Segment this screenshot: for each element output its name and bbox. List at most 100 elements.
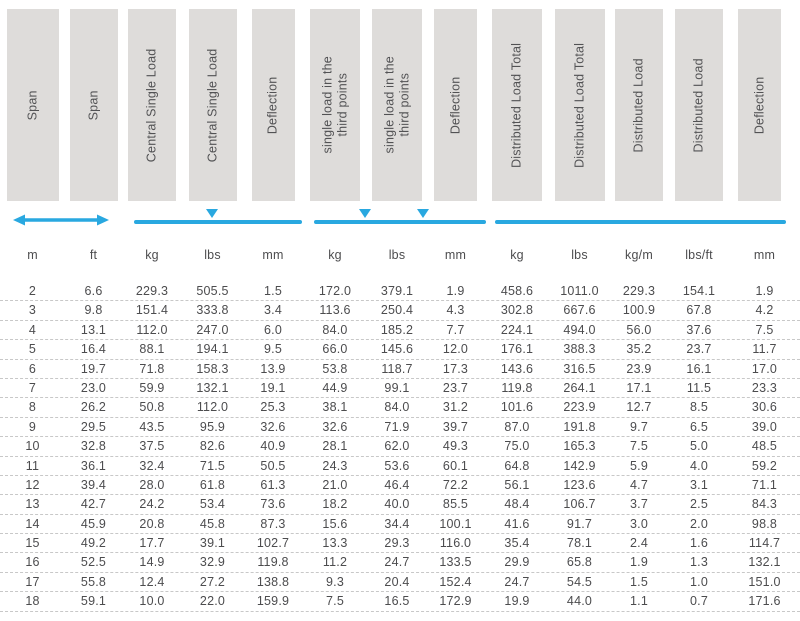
table-cell: 2.0 <box>690 516 708 531</box>
header-cell: Deflection <box>243 9 303 201</box>
table-cell: 19.7 <box>80 361 107 376</box>
table-cell: 106.7 <box>563 497 596 512</box>
table-cell: 24.7 <box>384 555 410 570</box>
table-cell: 116.0 <box>439 536 472 551</box>
header-cell: Deflection <box>427 9 484 201</box>
table-cell: 71.5 <box>199 458 226 473</box>
table-cell: 39.4 <box>80 477 107 492</box>
table-cell: 82.6 <box>199 439 226 454</box>
table-cell: 23.0 <box>80 380 107 395</box>
table-cell: 7.5 <box>755 322 774 337</box>
table-cell: 60.1 <box>442 458 469 473</box>
table-cell: 113.6 <box>319 303 351 318</box>
header-box: Span <box>69 9 118 201</box>
table-cell: 59.9 <box>139 380 165 395</box>
table-cell: 23.7 <box>686 342 712 357</box>
table-row: 8 26.2 50.8 112.0 25.3 38.1 84.0 31.2 101.6 223.9… <box>0 398 800 418</box>
table-cell: 250.4 <box>380 303 414 318</box>
table-cell: 39.1 <box>199 536 226 551</box>
table-cell: 56.0 <box>626 322 652 337</box>
header-box: single load in the third points <box>372 9 422 201</box>
table-cell: 159.9 <box>256 594 290 609</box>
header-box: single load in the third points <box>310 9 360 201</box>
table-cell: 78.1 <box>566 536 593 551</box>
table-cell: 224.1 <box>500 322 534 337</box>
table-cell: 34.4 <box>384 516 410 531</box>
header-box: Deflection <box>434 9 477 201</box>
table-cell: 17.0 <box>751 361 778 376</box>
table-cell: 43.5 <box>139 419 165 434</box>
table-row: 13 42.7 24.2 53.4 73.6 18.2 40.0 85.5 48.4 106.7 3… <box>0 495 800 515</box>
column-header-label: Central Single Load <box>205 48 220 162</box>
table-cell: 3 <box>28 303 37 318</box>
table-cell: 12.4 <box>139 574 165 589</box>
table-cell: 6.6 <box>84 284 103 298</box>
table-cell: 59.2 <box>751 458 778 473</box>
table-cell: 11 <box>25 458 40 473</box>
table-cell: 229.3 <box>135 284 169 298</box>
table-cell: 16 <box>25 555 40 570</box>
table-row: 6 19.7 71.8 158.3 13.9 53.8 118.7 17.3 143.6 316.… <box>0 360 800 379</box>
table-cell: 172.9 <box>439 594 472 609</box>
header-box: Distributed Load <box>675 9 723 201</box>
table-cell: 24.2 <box>139 497 165 512</box>
column-header-label: Deflection <box>752 76 767 134</box>
table-row: 11 36.1 32.4 71.5 50.5 24.3 53.6 60.1 64.8 142.9 5… <box>0 457 800 476</box>
header-cell: Central Single Load <box>122 9 182 201</box>
table-cell: 84.3 <box>751 497 778 512</box>
table-cell: 52.5 <box>80 555 107 570</box>
units-row: m ft kg lbs mm kg lbs mm kg lbs kg/m lbs/ft mm <box>0 245 800 265</box>
table-cell: 28.0 <box>139 477 165 492</box>
table-cell: 112.0 <box>196 400 229 415</box>
table-cell: 41.6 <box>504 516 530 531</box>
table-cell: 505.5 <box>196 284 229 298</box>
table-cell: 10.0 <box>139 594 165 609</box>
table-cell: 143.6 <box>500 361 534 376</box>
table-cell: 152.4 <box>439 574 472 589</box>
table-cell: 114.7 <box>748 536 781 551</box>
table-cell: 102.7 <box>256 536 290 551</box>
table-cell: 31.2 <box>442 400 469 415</box>
unit-label: mm <box>262 248 284 262</box>
table-cell: 142.9 <box>563 458 596 473</box>
table-cell: 23.3 <box>751 380 778 395</box>
table-cell: 333.8 <box>196 303 229 318</box>
unit-label: kg/m <box>625 248 653 262</box>
table-cell: 99.1 <box>384 380 410 395</box>
table-row: 17 55.8 12.4 27.2 138.8 9.3 20.4 152.4 24.7 54.5 1… <box>0 573 800 593</box>
header-cell: Span <box>65 9 122 201</box>
table-cell: 100.1 <box>439 516 472 531</box>
table-cell: 12 <box>25 477 40 492</box>
table-cell: 32.9 <box>199 555 226 570</box>
unit-label: lbs <box>388 248 406 262</box>
table-cell: 2.4 <box>630 536 648 551</box>
table-cell: 388.3 <box>563 342 596 357</box>
header-cell: Distributed Load Total <box>550 9 609 201</box>
header-cell: single load in the third points <box>367 9 427 201</box>
table-cell: 133.5 <box>439 555 472 570</box>
table-row: 7 23.0 59.9 132.1 19.1 44.9 99.1 23.7 119.8 264.1… <box>0 379 800 399</box>
table-cell: 2.5 <box>690 497 708 512</box>
table-cell: 22.0 <box>199 594 226 609</box>
table-row: 9 29.5 43.5 95.9 32.6 32.6 71.9 39.7 87.0 191.8 9.… <box>0 418 800 438</box>
table-cell: 667.6 <box>563 303 596 318</box>
table-cell: 39.0 <box>751 419 778 434</box>
table-cell: 95.9 <box>199 419 226 434</box>
table-cell: 46.4 <box>384 477 410 492</box>
table-cell: 50.5 <box>260 458 286 473</box>
table-cell: 1011.0 <box>560 284 599 298</box>
header-box: Span <box>6 9 59 201</box>
table-cell: 1.1 <box>630 594 648 609</box>
table-row: 18 59.1 10.0 22.0 159.9 7.5 16.5 172.9 19.9 44.0 1… <box>0 592 800 612</box>
table-row: 10 32.8 37.5 82.6 40.9 28.1 62.0 49.3 75.0 165.3 7… <box>0 437 800 457</box>
table-cell: 26.2 <box>80 400 107 415</box>
table-cell: 40.9 <box>260 439 286 454</box>
load-type-indicator-band <box>0 205 800 231</box>
table-cell: 194.1 <box>196 342 229 357</box>
unit-label: kg <box>328 248 342 262</box>
table-cell: 15 <box>25 536 40 551</box>
table-cell: 24.7 <box>504 574 530 589</box>
column-header-label: Span <box>86 90 101 120</box>
column-header-label: Distributed Load Total <box>509 42 524 168</box>
table-cell: 223.9 <box>563 400 596 415</box>
